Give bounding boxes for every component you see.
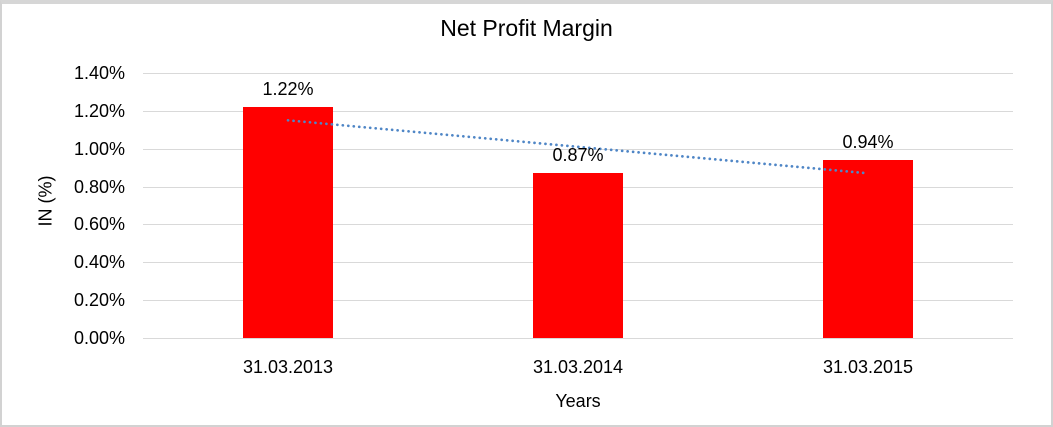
trendline [286,118,870,175]
y-tick-label: 0.40% [73,252,125,273]
gridline [143,338,1013,339]
x-category-label: 31.03.2014 [532,357,624,377]
gridline [143,73,1013,74]
y-tick-label: 0.20% [73,290,125,311]
x-category-label: 31.03.2013 [242,357,334,377]
bar[interactable] [823,160,913,338]
x-category-label: 31.03.2015 [822,357,914,377]
gridline [143,110,1013,112]
y-tick-label: 0.00% [73,328,125,348]
bar[interactable] [243,107,333,338]
y-tick-label: 1.00% [73,138,125,159]
chart-title: Net Profit Margin [440,15,613,41]
bar-data-label: 1.22% [262,79,314,100]
y-axis-title: IN (%) [35,175,56,227]
y-tick-label: 0.80% [73,176,125,197]
gridline [143,148,1013,150]
y-tick-label: 0.60% [73,214,125,235]
x-axis-title: Years [555,391,601,411]
y-tick-label: 1.40% [73,63,125,83]
bar-data-label: 0.94% [842,132,894,153]
bar[interactable] [533,173,623,338]
trendline-segment [286,118,870,175]
y-tick-label: 1.20% [73,100,125,121]
bar-data-label: 0.87% [552,145,604,166]
